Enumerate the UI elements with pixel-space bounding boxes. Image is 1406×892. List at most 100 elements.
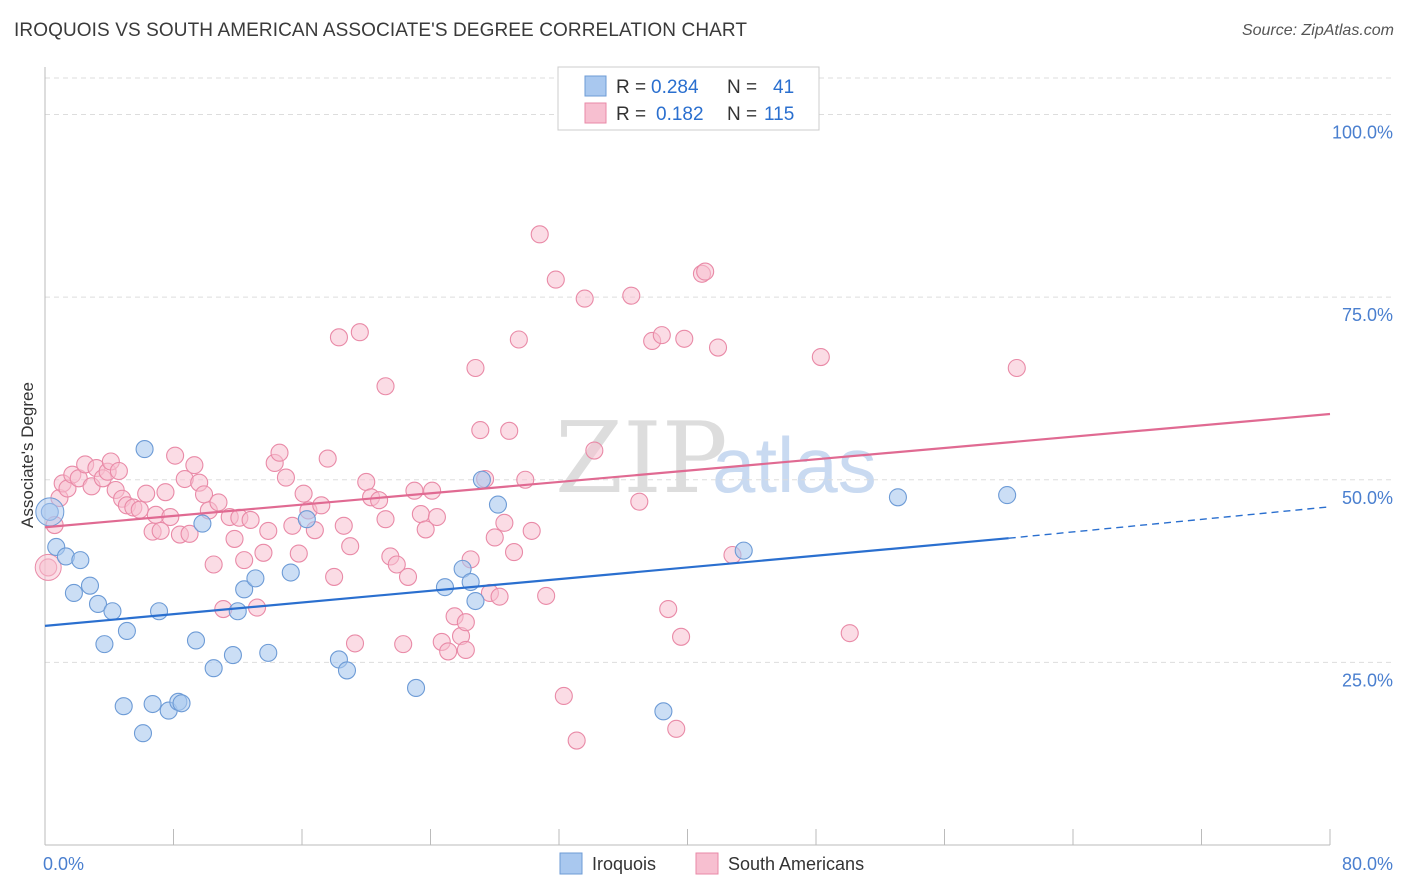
data-point-south-americans <box>439 642 458 661</box>
legend-n-label-south-americans: N = <box>727 104 757 125</box>
data-point-south-americans <box>509 330 528 349</box>
data-point-iroquois <box>114 697 133 716</box>
data-point-iroquois <box>204 659 223 678</box>
data-point-south-americans <box>672 627 691 646</box>
legend-swatch-south-americans <box>584 102 607 124</box>
data-point-south-americans <box>1007 358 1026 378</box>
data-point-south-americans <box>204 555 223 574</box>
data-point-south-americans <box>522 521 541 540</box>
data-point-iroquois <box>435 578 455 597</box>
data-point-iroquois <box>88 594 108 613</box>
data-point-south-americans <box>334 516 353 535</box>
data-point-south-americans <box>675 329 694 348</box>
data-point-south-americans <box>537 586 556 605</box>
data-point-south-americans <box>405 481 424 500</box>
data-point-south-americans <box>456 640 475 660</box>
data-point-south-americans <box>667 719 686 738</box>
data-point-south-americans <box>471 421 490 440</box>
data-point-iroquois <box>143 694 162 714</box>
data-point-iroquois <box>259 643 278 662</box>
data-point-south-americans <box>387 555 406 574</box>
legend-r-value-south-americans: 0.182 <box>656 104 704 125</box>
data-point-south-americans <box>312 496 331 515</box>
data-point-south-americans <box>276 468 295 487</box>
data-point-south-americans <box>357 472 376 492</box>
data-point-iroquois <box>133 724 153 743</box>
data-point-iroquois <box>186 631 206 650</box>
data-point-south-americans <box>456 613 475 632</box>
data-point-south-americans <box>341 537 360 556</box>
data-point-south-americans <box>180 524 199 543</box>
data-point-south-americans <box>485 528 504 547</box>
data-point-south-americans <box>416 520 435 539</box>
chart-title: IROQUOIS VS SOUTH AMERICAN ASSOCIATE'S D… <box>14 20 748 41</box>
y-tick-label: 100.0% <box>1332 123 1393 143</box>
data-point-south-americans <box>185 456 204 475</box>
data-point-south-americans <box>398 567 418 586</box>
data-point-south-americans <box>325 567 344 586</box>
data-point-iroquois <box>71 551 90 570</box>
bottom-legend-swatch-south-americans <box>695 852 719 875</box>
data-point-south-americans <box>490 587 509 606</box>
y-axis-label: Associate's Degree <box>18 382 37 528</box>
data-point-south-americans <box>466 358 485 378</box>
watermark-atlas: atlas <box>712 421 877 509</box>
bottom-legend: Iroquois South Americans <box>559 852 864 875</box>
data-point-south-americans <box>504 543 524 562</box>
data-point-iroquois <box>228 602 247 621</box>
data-point-iroquois <box>80 576 100 595</box>
y-tick-label: 50.0% <box>1342 488 1393 508</box>
data-point-south-americans <box>259 521 278 540</box>
data-point-south-americans <box>235 551 254 570</box>
stats-legend: R = 0.284 N = 41 R = 0.182 N = 115 <box>557 66 820 131</box>
y-tick-label: 75.0% <box>1342 305 1393 325</box>
data-point-south-americans <box>270 443 289 462</box>
data-point-iroquois <box>297 510 316 529</box>
data-point-iroquois <box>453 559 472 578</box>
data-point-south-americans <box>329 328 348 347</box>
data-point-iroquois <box>466 591 485 611</box>
data-point-south-americans <box>575 289 594 308</box>
x-tick-label-max: 80.0% <box>1342 854 1393 874</box>
data-point-south-americans <box>137 484 156 503</box>
data-point-south-americans <box>376 377 395 396</box>
chart-source: Source: ZipAtlas.com <box>1241 22 1394 39</box>
legend-n-value-south-americans: 115 <box>764 104 794 125</box>
data-point-iroquois <box>172 694 191 713</box>
data-point-south-americans <box>546 270 565 289</box>
bottom-legend-label-south-americans: South Americans <box>728 854 864 874</box>
data-point-south-americans <box>500 421 519 440</box>
data-point-south-americans <box>151 521 170 540</box>
trend-lines <box>44 412 1331 627</box>
data-point-south-americans <box>630 492 649 511</box>
data-point-south-americans <box>254 543 273 562</box>
data-point-iroquois <box>193 514 212 533</box>
axes <box>44 67 1331 846</box>
data-point-iroquois <box>734 541 753 560</box>
bottom-legend-label-iroquois: Iroquois <box>592 854 656 874</box>
data-point-iroquois <box>281 563 300 582</box>
legend-n-value-iroquois: 41 <box>773 77 794 98</box>
data-point-south-americans <box>345 634 365 653</box>
legend-swatch-iroquois <box>584 75 607 97</box>
data-point-iroquois <box>235 580 254 599</box>
data-point-south-americans <box>585 441 604 460</box>
data-point-iroquois-large <box>35 497 65 527</box>
data-point-south-americans <box>166 446 185 465</box>
bottom-legend-swatch-iroquois <box>559 852 583 875</box>
trendline-iroquois <box>44 537 1009 627</box>
data-point-south-americans <box>376 510 395 529</box>
data-point-south-americans <box>696 262 715 281</box>
data-point-south-americans <box>109 461 128 481</box>
data-point-south-americans <box>241 510 260 529</box>
trendline-south-americans <box>44 412 1331 529</box>
data-point-south-americans <box>708 338 728 357</box>
data-point-iroquois <box>654 702 673 721</box>
data-point-iroquois <box>64 583 83 603</box>
data-point-south-americans <box>567 731 586 750</box>
data-point-south-americans <box>659 600 678 619</box>
data-point-south-americans <box>411 505 430 524</box>
data-point-south-americans <box>370 491 389 510</box>
